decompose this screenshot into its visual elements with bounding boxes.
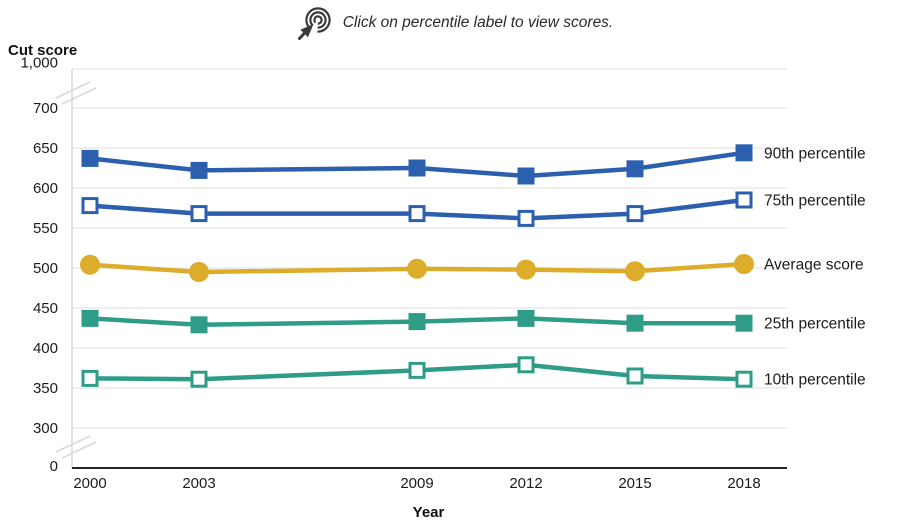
x-tick-label-2003: 2003 xyxy=(182,475,215,492)
marker-10th-percentile-2018 xyxy=(735,370,753,388)
marker-90th-percentile-2012 xyxy=(517,167,535,185)
axis-break-mark xyxy=(55,435,91,453)
instruction-banner: Click on percentile label to view scores… xyxy=(0,4,910,42)
marker-75th-percentile-2012 xyxy=(517,209,535,227)
marker-25th-percentile-2015 xyxy=(626,314,644,332)
marker-10th-percentile-2003 xyxy=(190,370,208,388)
marker-25th-percentile-2018 xyxy=(735,314,753,332)
marker-25th-percentile-2003 xyxy=(190,316,208,334)
legend-label-25th-percentile[interactable]: 25th percentile xyxy=(764,316,866,333)
marker-average-score-2015 xyxy=(625,261,645,282)
marker-25th-percentile-2012 xyxy=(517,309,535,327)
marker-75th-percentile-2015 xyxy=(626,205,644,223)
marker-average-score-2000 xyxy=(80,254,100,275)
series-line-average-score xyxy=(89,261,745,275)
y-tick-label-400: 400 xyxy=(33,340,58,357)
marker-90th-percentile-2009 xyxy=(408,159,426,177)
x-tick-label-2000: 2000 xyxy=(73,475,106,492)
x-tick-label-2009: 2009 xyxy=(400,475,433,492)
series-line-25th-percentile xyxy=(89,316,744,328)
marker-75th-percentile-2018 xyxy=(735,191,753,209)
axis-break-mark xyxy=(55,81,91,99)
marker-25th-percentile-2000 xyxy=(81,309,99,327)
marker-25th-percentile-2009 xyxy=(408,313,426,331)
marker-90th-percentile-2018 xyxy=(735,144,753,162)
y-tick-label-0: 0 xyxy=(50,458,58,475)
marker-90th-percentile-2003 xyxy=(190,161,208,179)
series-line-90th-percentile xyxy=(89,150,745,179)
marker-average-score-2012 xyxy=(516,259,536,280)
y-axis-title: Cut score xyxy=(8,42,78,59)
y-tick-label-450: 450 xyxy=(33,300,58,317)
series-line-10th-percentile xyxy=(89,362,745,382)
y-tick-label-1000: 1,000 xyxy=(20,55,58,72)
legend-label-90th-percentile[interactable]: 90th percentile xyxy=(764,145,866,162)
y-tick-label-600: 600 xyxy=(33,180,58,197)
marker-10th-percentile-2015 xyxy=(626,367,644,385)
x-axis-title: Year xyxy=(412,504,445,521)
y-tick-label-650: 650 xyxy=(33,140,58,157)
marker-average-score-2009 xyxy=(407,258,427,279)
marker-10th-percentile-2000 xyxy=(81,369,99,387)
y-tick-label-700: 700 xyxy=(33,100,58,117)
legend-label-75th-percentile[interactable]: 75th percentile xyxy=(764,193,866,210)
y-tick-label-350: 350 xyxy=(33,380,58,397)
marker-75th-percentile-2000 xyxy=(81,197,99,215)
legend-label-10th-percentile[interactable]: 10th percentile xyxy=(764,372,866,389)
marker-10th-percentile-2012 xyxy=(517,356,535,374)
marker-75th-percentile-2009 xyxy=(408,205,426,223)
y-tick-label-550: 550 xyxy=(33,220,58,237)
x-tick-label-2018: 2018 xyxy=(727,475,760,492)
marker-75th-percentile-2003 xyxy=(190,205,208,223)
x-tick-label-2015: 2015 xyxy=(618,475,651,492)
axis-break-mark xyxy=(61,441,97,459)
marker-10th-percentile-2009 xyxy=(408,361,426,379)
click-cursor-icon xyxy=(296,7,331,41)
y-tick-label-300: 300 xyxy=(33,420,58,437)
instruction-text: Click on percentile label to view scores… xyxy=(342,14,614,31)
axis-break-mark xyxy=(61,87,97,105)
marker-average-score-2018 xyxy=(734,254,754,274)
y-tick-label-500: 500 xyxy=(33,260,58,277)
marker-90th-percentile-2015 xyxy=(626,160,644,178)
legend-label-average-score[interactable]: Average score xyxy=(764,257,864,274)
x-tick-label-2012: 2012 xyxy=(509,475,542,492)
marker-90th-percentile-2000 xyxy=(81,149,99,167)
series-line-75th-percentile xyxy=(89,197,745,221)
marker-average-score-2003 xyxy=(189,262,209,282)
